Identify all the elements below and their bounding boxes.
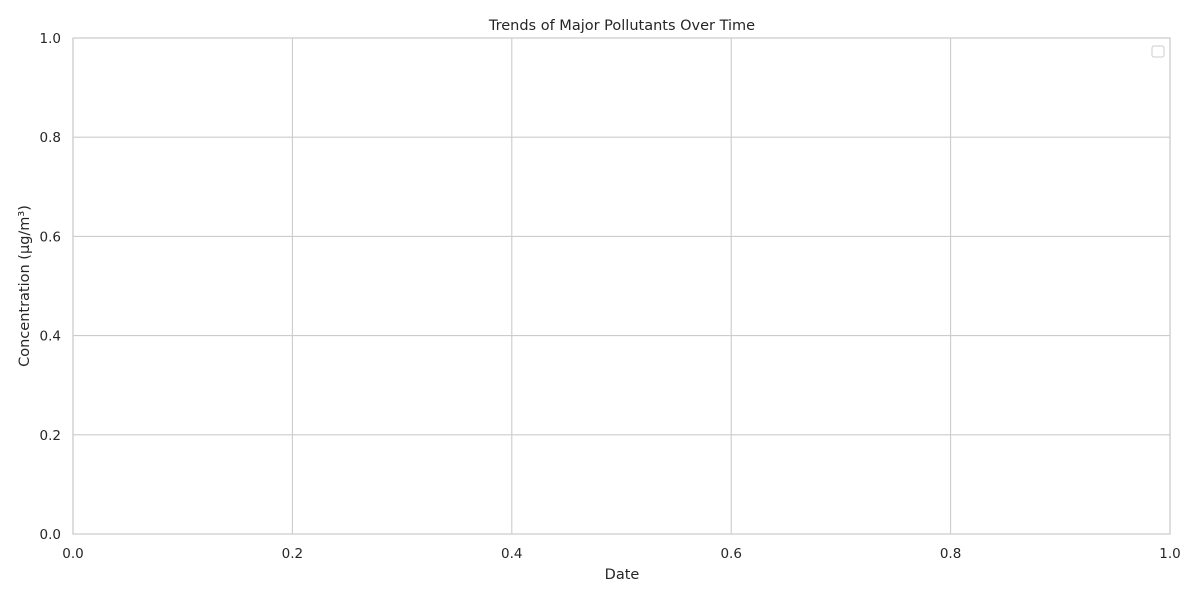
x-tick-label: 0.4 — [501, 546, 522, 562]
legend — [1151, 45, 1165, 58]
x-tick-label: 0.6 — [720, 546, 741, 562]
axes-frame — [72, 37, 1171, 535]
y-axis-ticks: 0.0 0.2 0.4 0.6 0.8 1.0 — [40, 31, 61, 543]
y-tick-label: 1.0 — [40, 31, 61, 47]
plot-area — [72, 37, 1171, 535]
y-tick-label: 0.2 — [40, 428, 61, 444]
chart-title: Trends of Major Pollutants Over Time — [488, 18, 755, 34]
x-axis-label: Date — [605, 567, 640, 583]
plot-background — [73, 38, 1170, 534]
y-tick-label: 0.8 — [40, 130, 61, 146]
y-axis-label: Concentration (µg/m³) — [17, 205, 33, 367]
x-tick-label: 0.0 — [62, 546, 83, 562]
x-axis-ticks: 0.0 0.2 0.4 0.6 0.8 1.0 — [62, 546, 1180, 562]
x-tick-label: 1.0 — [1159, 546, 1180, 562]
x-tick-label: 0.2 — [282, 546, 303, 562]
y-tick-label: 0.6 — [40, 229, 61, 245]
y-tick-label: 0.4 — [40, 329, 61, 345]
x-tick-label: 0.8 — [940, 546, 961, 562]
y-tick-label: 0.0 — [40, 527, 61, 543]
